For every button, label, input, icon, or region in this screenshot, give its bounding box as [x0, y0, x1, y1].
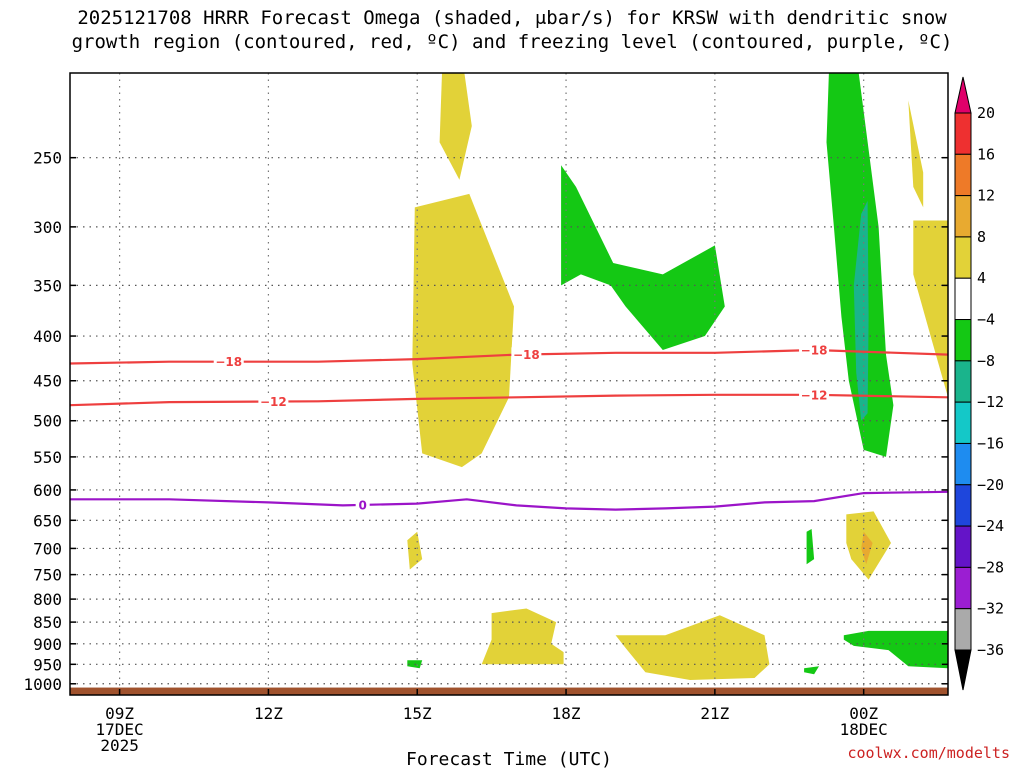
chart-title: 2025121708 HRRR Forecast Omega (shaded, … [71, 7, 953, 53]
colorbar-swatch-3 [954, 195, 972, 238]
contour-label-bg [511, 347, 542, 362]
x-tick-sublabel: 18DEC [840, 720, 888, 739]
colorbar-swatch-12 [954, 566, 972, 610]
colorbar-label: 20 [977, 104, 995, 122]
omega-region-down_weak-14 [481, 608, 564, 665]
contour-label-bg [355, 497, 370, 512]
colorbar-label: −28 [977, 558, 1004, 576]
colorbar-label: −12 [977, 393, 1004, 411]
colorbar-swatch-13 [954, 608, 972, 651]
colorbar-swatch-10 [954, 484, 972, 527]
colorbar-label: 12 [977, 187, 995, 205]
contour-label-freezing-0: 0 [358, 498, 366, 512]
y-tick-label-350: 350 [33, 276, 62, 295]
colorbar-label: 4 [977, 269, 986, 287]
plot-frame [69, 72, 949, 696]
colorbar: 20 16 12 8 4 −4 −8 −12 −16 −20 −24 −28 −32 −36 [954, 76, 1004, 691]
omega-region-up_weak-5 [804, 666, 819, 675]
colorbar-swatch-4 [954, 236, 972, 279]
y-tick-label-550: 550 [33, 448, 62, 467]
y-tick-label-900: 900 [33, 635, 62, 654]
colorbar-swatch-1 [954, 112, 972, 155]
y-tick-label-850: 850 [33, 613, 62, 632]
contour-dendritic-1 [70, 393, 948, 407]
colorbar-label: −4 [977, 311, 995, 329]
contour-freezing-2 [70, 490, 948, 511]
omega-region-down_weak-10 [908, 100, 924, 208]
colorbar-swatch-5 [954, 277, 972, 321]
y-tick-label-300: 300 [33, 218, 62, 237]
colorbar-swatch-6 [954, 319, 972, 362]
y-tick-label-600: 600 [33, 481, 62, 500]
omega-region-up_weak-3 [843, 630, 948, 669]
omega-region-down_weak-13 [407, 531, 423, 570]
x-tick-label-18Z: 18Z [552, 704, 581, 723]
omega-region-up_weak-2 [561, 165, 725, 350]
y-tick-label-250: 250 [33, 149, 62, 168]
x-tick-sublabel: 17DEC [96, 720, 144, 739]
colorbar-swatch-2 [954, 153, 972, 197]
contour-label-dendritic-0: −18 [215, 355, 242, 369]
x-axis-title: Forecast Time (UTC) [406, 749, 612, 768]
x-tick-label-00Z: 00Z [849, 704, 878, 723]
contour-label-bg [799, 343, 830, 358]
y-tick-label-650: 650 [33, 511, 62, 530]
ground-band [70, 687, 948, 695]
colorbar-swatch-bottom [954, 649, 972, 691]
colorbar-label: 16 [977, 145, 995, 163]
colorbar-label: −36 [977, 641, 1004, 659]
omega-region-down_moderate-12 [861, 531, 873, 565]
x-tick-label-15Z: 15Z [403, 704, 432, 723]
y-tick-label-400: 400 [33, 327, 62, 346]
y-tick-label-450: 450 [33, 372, 62, 391]
colorbar-swatch-9 [954, 442, 972, 486]
omega-region-down_weak-8 [412, 193, 514, 468]
x-tick-label-09Z: 09Z [105, 704, 134, 723]
colorbar-label: −20 [977, 476, 1004, 494]
omega-region-down_weak-15 [615, 615, 770, 680]
colorbar-label: −24 [977, 517, 1004, 535]
y-tick-label-950: 950 [33, 655, 62, 674]
contour-label-dendritic-0: −12 [260, 395, 287, 409]
contour-label-dendritic-1: −18 [513, 348, 540, 362]
y-tick-label-750: 750 [33, 566, 62, 585]
colorbar-swatch-7 [954, 360, 972, 403]
contour-label-bg [258, 394, 289, 409]
plot-area: −18 −18 −18 −12 −12 0 [70, 73, 948, 695]
colorbar-swatch-11 [954, 525, 972, 568]
contour-label-bg [213, 354, 244, 369]
colorbar-label: −32 [977, 600, 1004, 618]
colorbar-swatch-top [954, 76, 972, 114]
source-credit[interactable]: coolwx.com/modelts [847, 744, 1010, 762]
omega-region-down_weak-7 [439, 73, 472, 180]
contour-label-dendritic-1: −12 [801, 388, 828, 402]
omega-region-down_weak-9 [913, 220, 948, 398]
y-tick-label-700: 700 [33, 539, 62, 558]
omega-region-up_moderate-1 [853, 200, 869, 421]
colorbar-label: 8 [977, 228, 986, 246]
contour-label-dendritic-2: −18 [801, 344, 828, 358]
y-tick-label-1000: 1000 [23, 675, 62, 694]
colorbar-label: −8 [977, 352, 995, 370]
x-tick-label-12Z: 12Z [254, 704, 283, 723]
x-tick-sublabel: 2025 [100, 736, 139, 755]
x-tick-label-21Z: 21Z [700, 704, 729, 723]
colorbar-swatch-8 [954, 401, 972, 444]
contour-label-bg [799, 387, 830, 402]
y-tick-label-800: 800 [33, 590, 62, 609]
colorbar-label: −16 [977, 434, 1004, 452]
y-tick-label-500: 500 [33, 412, 62, 431]
omega-region-up_weak-6 [806, 529, 815, 565]
